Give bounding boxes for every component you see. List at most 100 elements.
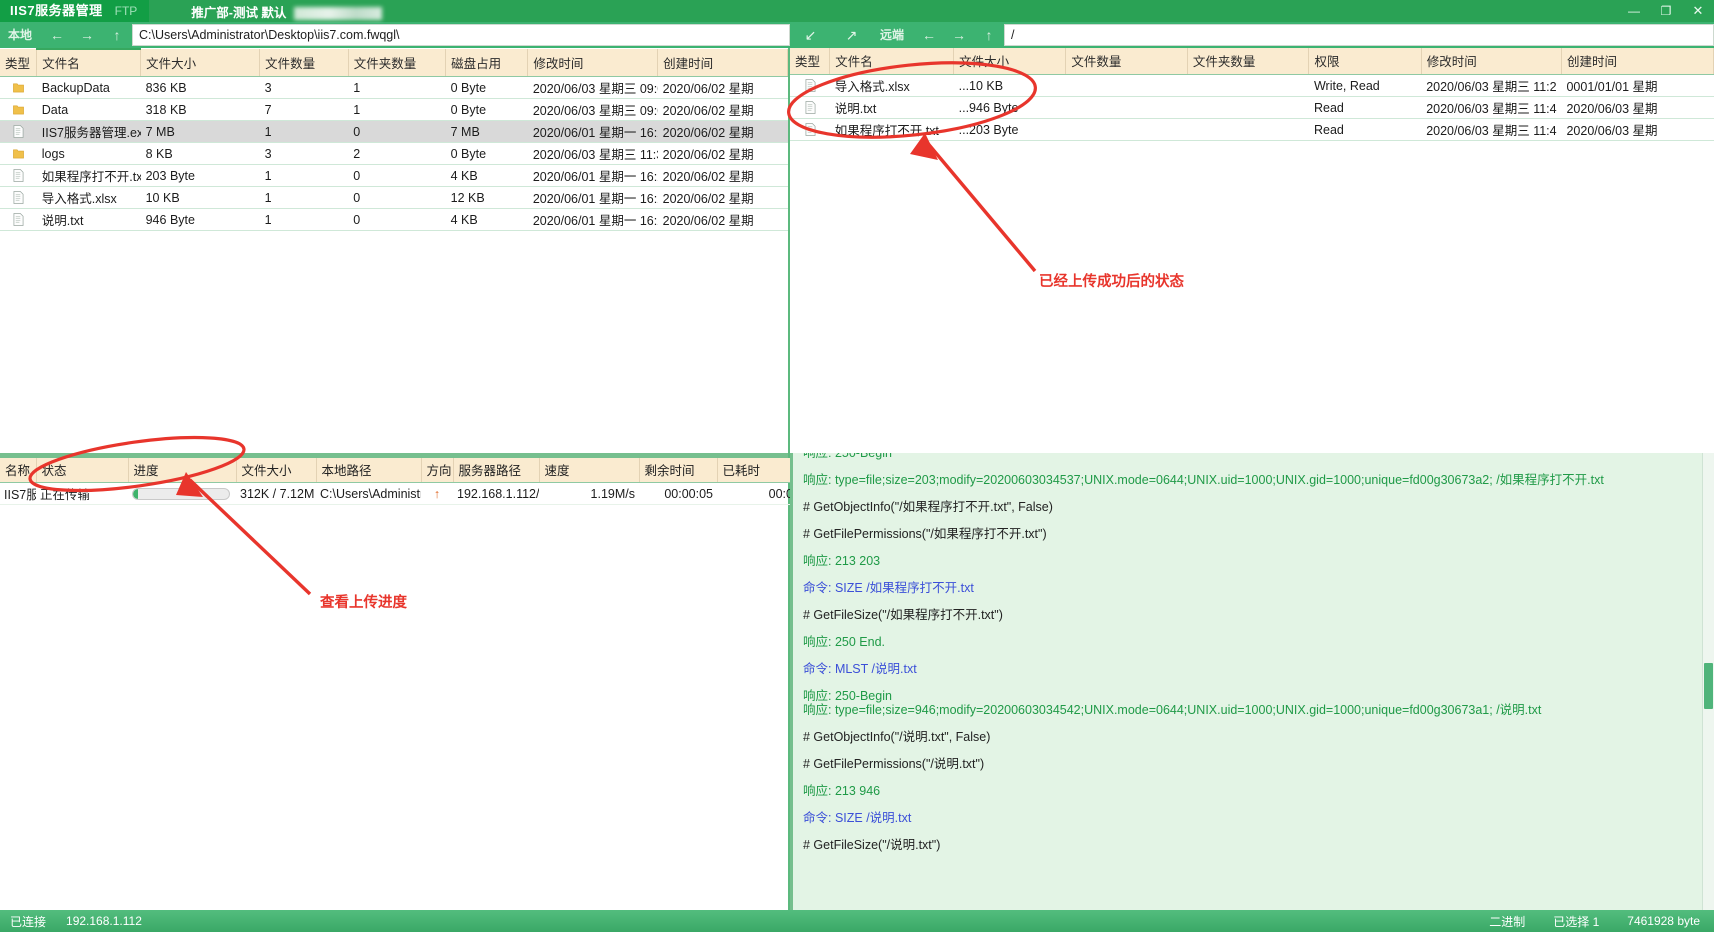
created-time: 0001/01/01 星期	[1561, 74, 1714, 97]
file-name: BackupData	[36, 76, 141, 99]
modified-time: 2020/06/03 星期三 11:4	[1421, 118, 1562, 141]
remote-back-icon[interactable]: ←	[922, 27, 937, 43]
file-name: 说明.txt	[829, 96, 954, 119]
queue-splitter[interactable]	[0, 453, 788, 458]
log-gap	[803, 460, 1702, 473]
column-header-磁盘占用[interactable]: 磁盘占用	[445, 49, 529, 77]
column-header-文件数量[interactable]: 文件数量	[259, 49, 349, 77]
modified-time: 2020/06/03 星期三 09:0	[527, 76, 658, 99]
file-name: 说明.txt	[36, 208, 141, 231]
file-type-icon	[0, 142, 37, 165]
column-header-文件名[interactable]: 文件名	[36, 48, 142, 77]
remote-forward-icon[interactable]: →	[952, 27, 967, 43]
queue-status: 正在传输	[36, 482, 128, 505]
file-name: 导入格式.xlsx	[36, 186, 141, 209]
maximize-icon[interactable]: ❐	[1660, 4, 1672, 18]
progress-track	[132, 487, 230, 500]
disk-usage: 7 MB	[445, 120, 528, 143]
column-header-速度[interactable]: 速度	[539, 458, 640, 483]
local-back-icon[interactable]: ←	[50, 27, 65, 43]
queue-progress-bar	[128, 482, 236, 505]
table-row[interactable]: 说明.txt ...946 Byte Read 2020/06/03 星期三 11:4…	[790, 96, 1714, 119]
column-header-文件大小[interactable]: 文件大小	[236, 458, 317, 483]
table-row[interactable]: 如果程序打不开.txt ...203 Byte Read 2020/06/03 星期三…	[790, 118, 1714, 141]
window-title-text: 推广部-测试 默认	[191, 5, 287, 20]
column-header-已耗时[interactable]: 已耗时	[717, 458, 798, 483]
column-header-本地路径[interactable]: 本地路径	[316, 458, 422, 483]
table-row[interactable]: 导入格式.xlsx 10 KB 1 0 12 KB 2020/06/01 星期一 16:2…	[0, 186, 788, 209]
folder-count	[1187, 74, 1309, 97]
file-size: ...946 Byte	[953, 96, 1066, 119]
local-navigation: 本地 ← → ↑ C:\Users\Administrator\Desktop\…	[0, 22, 790, 48]
column-header-类型[interactable]: 类型	[790, 48, 831, 75]
queue-local-path: C:\Users\Administratc	[316, 482, 421, 505]
log-line: 响应: 213 946	[803, 784, 881, 798]
queue-remaining-time: 00:00:05	[639, 482, 717, 505]
disk-usage: 0 Byte	[445, 142, 528, 165]
table-row[interactable]: BackupData 836 KB 3 1 0 Byte 2020/06/03 星期三 0…	[0, 76, 788, 99]
upload-icon[interactable]: ↗	[845, 26, 858, 43]
column-header-文件夹数量[interactable]: 文件夹数量	[1187, 48, 1310, 75]
column-header-状态[interactable]: 状态	[36, 458, 129, 483]
column-header-文件大小[interactable]: 文件大小	[140, 49, 261, 77]
queue-row[interactable]: IIS7服务正在传输 312K / 7.12MC:\Users\Administr…	[0, 482, 797, 505]
modified-time: 2020/06/03 星期三 11:4	[1421, 96, 1562, 119]
column-header-名称[interactable]: 名称	[0, 458, 37, 483]
disk-usage: 0 Byte	[445, 76, 528, 99]
column-header-修改时间[interactable]: 修改时间	[527, 49, 659, 77]
window-controls: — ❐ ✕	[1618, 0, 1714, 22]
created-time: 2020/06/02 星期	[657, 142, 788, 165]
remote-path-input[interactable]: /	[1004, 24, 1714, 46]
column-header-文件名[interactable]: 文件名	[829, 48, 955, 75]
queue-server-path: 192.168.1.112/II:	[453, 482, 539, 505]
column-header-创建时间[interactable]: 创建时间	[657, 49, 788, 77]
minimize-icon[interactable]: —	[1628, 4, 1640, 18]
table-row[interactable]: IIS7服务器管理.exe 7 MB 1 0 7 MB 2020/06/01 星期一 16…	[0, 120, 788, 143]
log-scroll-thumb[interactable]	[1704, 663, 1713, 709]
table-row[interactable]: logs 8 KB 3 2 0 Byte 2020/06/03 星期三 11:3 2020/…	[0, 142, 788, 165]
table-row[interactable]: 如果程序打不开.txt 203 Byte 1 0 4 KB 2020/06/01 星期一 …	[0, 164, 788, 187]
download-icon[interactable]: ↙	[804, 26, 817, 43]
disk-usage: 4 KB	[445, 164, 528, 187]
status-transfer-mode: 二进制	[1489, 914, 1526, 929]
column-header-文件夹数量[interactable]: 文件夹数量	[348, 49, 447, 77]
column-header-方向[interactable]: 方向	[421, 458, 454, 483]
column-header-进度[interactable]: 进度	[128, 458, 237, 483]
log-line: 响应: 250 End.	[803, 635, 885, 649]
remote-table-header-row: 类型 文件名 文件大小 文件数量 文件夹数量 权限 修改时间 创建时间	[790, 48, 1714, 75]
column-header-权限[interactable]: 权限	[1308, 48, 1422, 75]
local-up-icon[interactable]: ↑	[113, 27, 121, 43]
progress-fill	[133, 488, 138, 499]
file-type-icon	[0, 186, 37, 209]
close-icon[interactable]: ✕	[1692, 3, 1704, 18]
table-row[interactable]: 说明.txt 946 Byte 1 0 4 KB 2020/06/01 星期一 16:2 2…	[0, 208, 788, 231]
log-line: 响应: type=file;size=946;modify=2020060303…	[803, 703, 1542, 717]
log-vertical-scrollbar[interactable]	[1702, 453, 1714, 932]
table-row[interactable]: 导入格式.xlsx ...10 KB Write, Read 2020/06/03 星…	[790, 74, 1714, 97]
folder-count: 0	[348, 208, 446, 231]
column-header-修改时间[interactable]: 修改时间	[1421, 48, 1562, 75]
created-time: 2020/06/03 星期	[1561, 118, 1714, 141]
column-header-剩余时间[interactable]: 剩余时间	[639, 458, 718, 483]
local-forward-icon[interactable]: →	[80, 27, 95, 43]
remote-up-icon[interactable]: ↑	[985, 27, 993, 43]
local-path-input[interactable]: C:\Users\Administrator\Desktop\iis7.com.…	[132, 24, 790, 46]
modified-time: 2020/06/03 星期三 11:3	[527, 142, 658, 165]
queue-file-size: 312K / 7.12M	[236, 482, 316, 505]
folder-count	[1187, 118, 1309, 141]
redacted-title-region	[294, 6, 383, 20]
column-header-服务器路径[interactable]: 服务器路径	[453, 458, 540, 483]
local-table-body: BackupData 836 KB 3 1 0 Byte 2020/06/03 星期三 0…	[0, 76, 788, 231]
table-row[interactable]: Data 318 KB 7 1 0 Byte 2020/06/03 星期三 09:0 202…	[0, 98, 788, 121]
column-header-文件数量[interactable]: 文件数量	[1065, 48, 1188, 75]
column-header-文件大小[interactable]: 文件大小	[953, 48, 1067, 75]
file-type-icon	[790, 74, 830, 97]
file-count: 1	[259, 186, 349, 209]
column-header-类型[interactable]: 类型	[0, 49, 38, 77]
remote-file-panel: 类型 文件名 文件大小 文件数量 文件夹数量 权限 修改时间 创建时间 导入格式.xlsx..…	[790, 48, 1714, 453]
column-header-创建时间[interactable]: 创建时间	[1561, 48, 1714, 75]
file-type-icon	[0, 98, 37, 121]
log-gap	[803, 622, 1702, 635]
disk-usage: 12 KB	[445, 186, 528, 209]
